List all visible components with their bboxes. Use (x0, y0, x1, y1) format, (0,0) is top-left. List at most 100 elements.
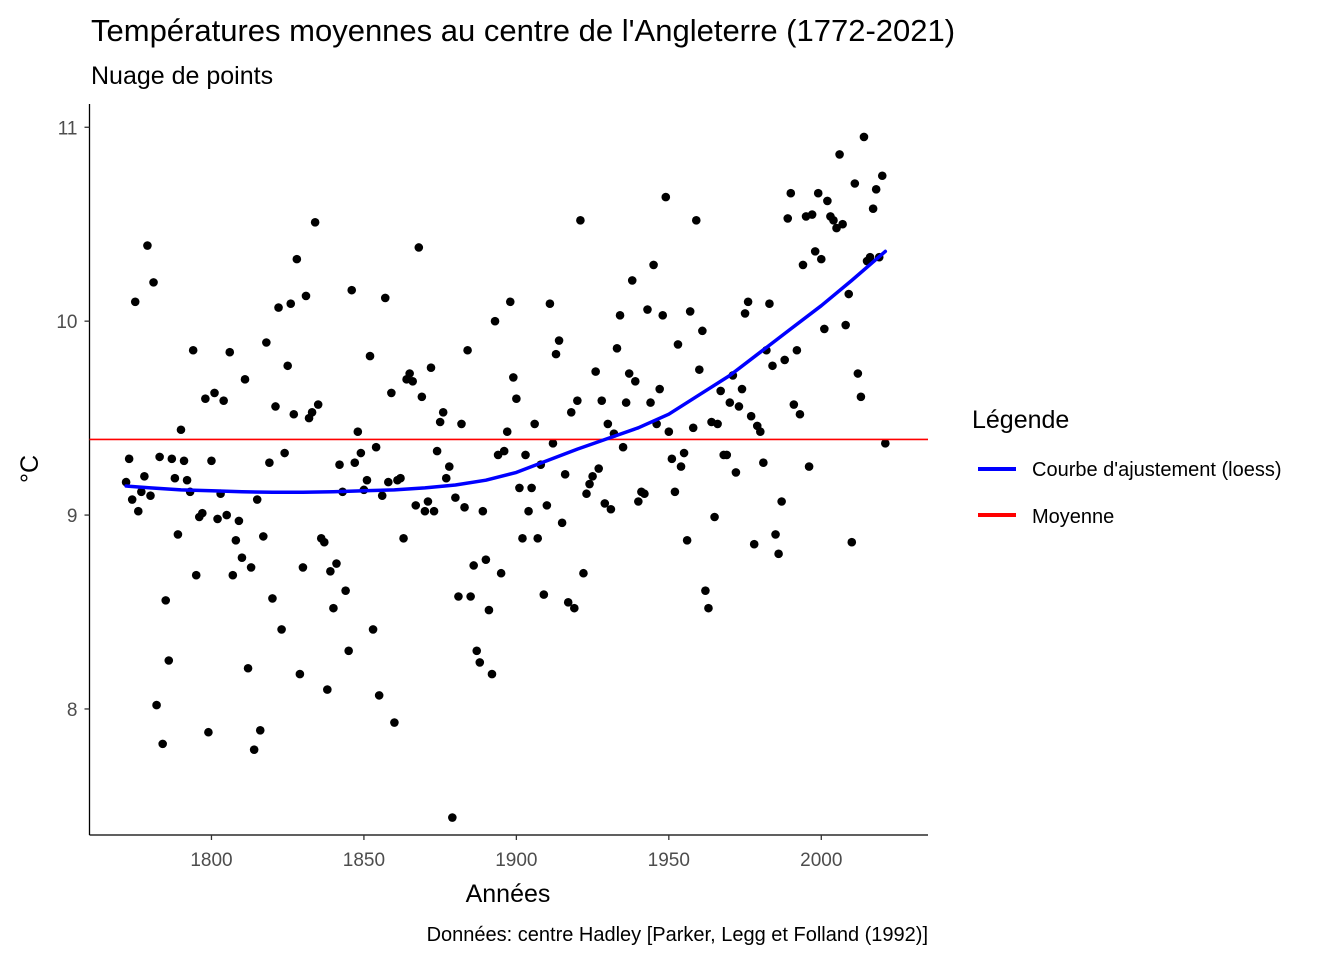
data-point (505, 297, 515, 307)
data-point (130, 297, 140, 307)
data-point (515, 483, 524, 493)
data-point (749, 539, 759, 549)
data-point (618, 442, 628, 452)
data-point (743, 297, 753, 307)
data-point (688, 423, 698, 433)
data-point (341, 586, 350, 595)
data-point (759, 458, 768, 468)
data-point (204, 727, 213, 737)
data-point (579, 568, 588, 578)
data-point (521, 450, 530, 460)
data-point (277, 625, 286, 634)
data-point (481, 555, 491, 564)
data-point (243, 663, 253, 673)
x-tick-label: 2000 (800, 850, 842, 871)
data-point (512, 394, 521, 404)
data-point (377, 491, 387, 500)
data-point (798, 260, 808, 270)
data-point (737, 384, 747, 394)
data-point (387, 388, 396, 398)
data-point (502, 427, 512, 436)
data-point (405, 369, 414, 378)
data-point (570, 603, 579, 613)
data-point (871, 185, 881, 194)
data-point (353, 427, 363, 436)
data-point (716, 386, 725, 396)
data-point (478, 506, 488, 516)
data-point (432, 446, 442, 456)
data-point (127, 495, 137, 504)
data-point (829, 216, 838, 225)
data-point (823, 196, 832, 206)
data-point (591, 367, 600, 376)
data-point (484, 605, 494, 615)
legend-title: Légende (972, 406, 1069, 434)
data-point (524, 506, 533, 516)
legend: Légende Courbe d'ajustement (loess) Moye… (972, 406, 1282, 528)
data-point (319, 537, 329, 547)
data-point (786, 188, 796, 198)
data-point (573, 396, 582, 405)
data-point (335, 460, 344, 469)
data-point (161, 596, 171, 605)
scatter-points (121, 132, 890, 822)
data-point (158, 739, 167, 749)
data-point (164, 656, 174, 665)
data-point (704, 603, 713, 613)
data-point (676, 462, 686, 471)
data-point (466, 592, 475, 601)
data-point (682, 535, 692, 545)
data-point (173, 530, 183, 539)
data-point (472, 646, 482, 656)
data-point (756, 427, 765, 436)
data-point (844, 289, 854, 299)
data-point (838, 219, 847, 229)
data-point (429, 506, 439, 516)
data-point (585, 479, 594, 489)
data-point (210, 388, 219, 398)
data-point (820, 324, 829, 334)
data-point (701, 586, 710, 595)
data-point (426, 363, 436, 373)
data-point (670, 487, 680, 497)
data-point (643, 305, 652, 314)
data-point (280, 448, 289, 458)
data-point (411, 501, 421, 510)
data-point (673, 340, 683, 349)
data-point (548, 439, 558, 448)
data-point (289, 409, 299, 419)
data-point (661, 192, 671, 202)
data-point (460, 503, 469, 512)
data-point (487, 669, 497, 679)
data-point (417, 392, 427, 402)
data-point (298, 563, 308, 572)
data-point (219, 396, 228, 405)
data-point (448, 813, 457, 822)
data-point (493, 450, 503, 460)
data-point (557, 518, 567, 528)
x-tick-label: 1850 (343, 850, 385, 871)
data-point (155, 452, 164, 462)
data-point (496, 568, 506, 578)
data-point (545, 299, 555, 309)
data-point (344, 646, 353, 656)
data-point (621, 398, 631, 407)
data-point (441, 473, 451, 483)
data-point (362, 475, 372, 485)
data-point (420, 506, 430, 516)
data-point (435, 417, 445, 427)
data-point (390, 718, 399, 727)
data-point (323, 685, 332, 694)
data-point (685, 307, 695, 316)
y-tick-label: 10 (56, 312, 77, 333)
data-point (301, 291, 311, 301)
data-point (423, 497, 433, 506)
data-point (283, 361, 292, 371)
data-point (615, 311, 625, 320)
data-point (600, 499, 610, 508)
data-point (258, 532, 268, 541)
data-point (847, 537, 857, 547)
data-point (691, 216, 701, 225)
data-point (213, 514, 222, 524)
data-point (813, 188, 823, 198)
